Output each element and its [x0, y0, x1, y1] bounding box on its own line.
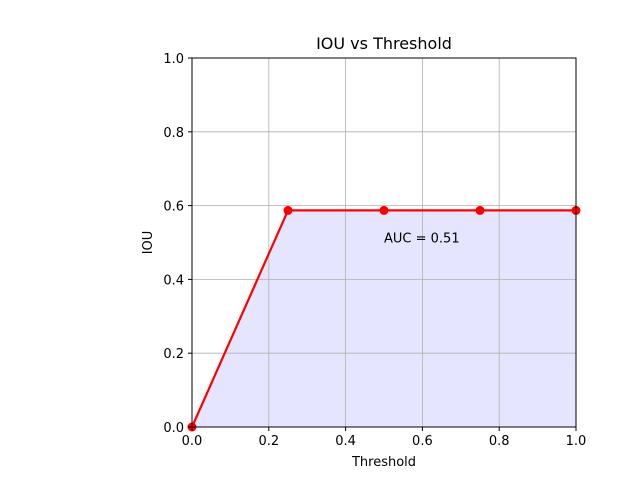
x-tick-label: 0.8 — [489, 434, 510, 449]
y-tick-label: 0.2 — [163, 347, 184, 362]
y-axis-title: IOU — [141, 231, 156, 255]
x-tick-label: 0.2 — [258, 434, 279, 449]
data-point — [283, 205, 293, 215]
tick-layer: 0.0 0.2 0.4 0.6 0.8 1.0 0.0 0.2 0.4 0.6 0.8 1.0 — [163, 52, 586, 449]
y-tick-label: 1.0 — [163, 52, 184, 67]
x-tick-label: 1.0 — [566, 434, 587, 449]
x-tick-label: 0.0 — [182, 434, 203, 449]
plot-frame — [191, 57, 577, 428]
chart-title: IOU vs Threshold — [316, 34, 452, 53]
data-point — [379, 205, 389, 215]
x-tick-label: 0.4 — [335, 434, 356, 449]
auc-annotation: AUC = 0.51 — [384, 232, 460, 247]
annotation-layer: AUC = 0.51 — [384, 232, 460, 247]
y-tick-label: 0.0 — [163, 421, 184, 436]
area-under-curve — [192, 210, 576, 427]
fill-layer — [192, 210, 576, 427]
x-tick-label: 0.6 — [412, 434, 433, 449]
y-tick-label: 0.6 — [163, 200, 184, 215]
y-tick-label: 0.4 — [163, 273, 184, 288]
x-axis-title: Threshold — [351, 455, 416, 470]
data-point — [475, 205, 485, 215]
y-tick-label: 0.8 — [163, 126, 184, 141]
